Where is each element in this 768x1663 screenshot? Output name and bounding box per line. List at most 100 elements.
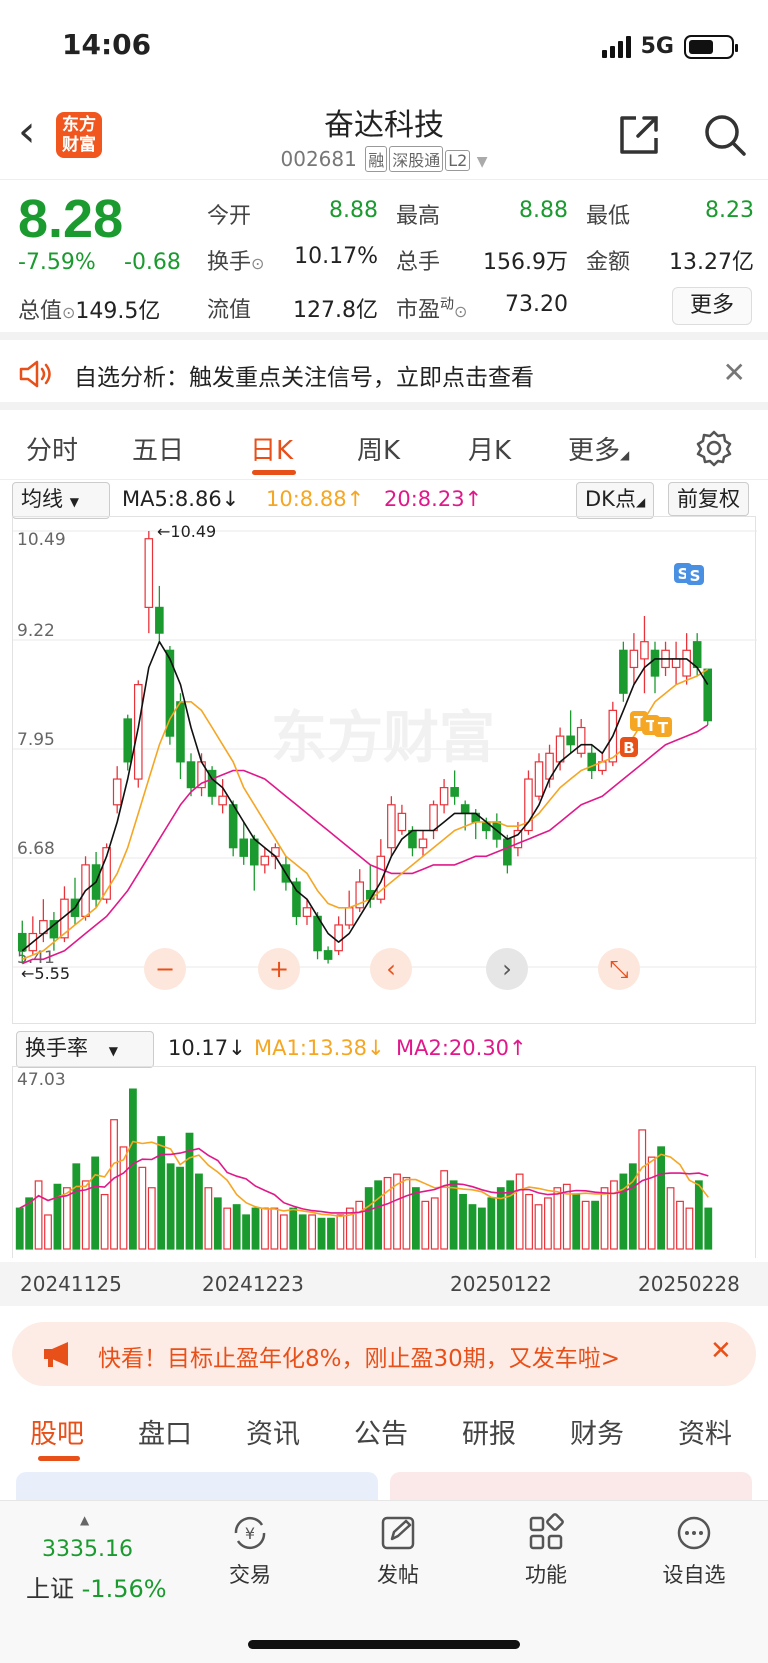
candle-body: [692, 641, 702, 669]
more-button[interactable]: 更多: [672, 287, 752, 325]
candle-body: [376, 855, 386, 900]
edit-icon: [381, 1516, 415, 1550]
turnover-bar: [91, 1156, 100, 1250]
turnover-bar: [487, 1197, 496, 1250]
pe-value: 73.20: [505, 292, 568, 317]
turnover-bar: [242, 1214, 250, 1250]
volume-value: 156.9万: [483, 250, 568, 275]
turnover-bar: [581, 1200, 590, 1250]
turnover-value: 10.17%: [294, 244, 378, 269]
promo-banner[interactable]: 快看！目标止盈年化8%，刚止盈30期，又发车啦> ✕: [12, 1322, 756, 1386]
turnover-bar: [430, 1197, 439, 1250]
stock-code: 002681: [280, 147, 357, 171]
watermark: 东方财富: [271, 706, 495, 771]
zoom-in-button[interactable]: [258, 948, 300, 990]
turnover-bar: [185, 1132, 194, 1250]
turnover-bar: [421, 1200, 430, 1250]
candle-body: [566, 735, 575, 746]
pan-left-button[interactable]: [370, 948, 412, 990]
tab-orderbook[interactable]: 盘口: [138, 1419, 192, 1450]
tab-more[interactable]: 更多◢: [568, 436, 630, 466]
low-value: 8.23: [705, 198, 754, 223]
turnover-bar: [195, 1173, 203, 1250]
fullscreen-button[interactable]: [598, 948, 640, 990]
total-mv-row[interactable]: 总值⊙149.5亿: [18, 293, 160, 325]
turnover-bar: [506, 1180, 515, 1250]
active-tab-indicator: [38, 1456, 80, 1461]
ma-legend-bar: 均线 ▼ MA5:8.86↓ 10:8.88↑ 20:8.23↑ DK点◢ 前复…: [0, 480, 768, 519]
candle-body: [17, 932, 27, 952]
candle-body: [524, 778, 533, 832]
zoom-out-button[interactable]: [144, 948, 186, 990]
candle-body: [207, 769, 217, 797]
more-dots-icon: [677, 1516, 711, 1550]
last-price: 8.28: [18, 189, 124, 249]
turnover-bar: [308, 1214, 317, 1250]
tab-day-k[interactable]: 日K: [250, 436, 294, 466]
turnover-bar: [100, 1193, 109, 1250]
turnover-bar: [317, 1217, 326, 1250]
tab-profile[interactable]: 资料: [678, 1419, 732, 1450]
turnover-chart[interactable]: 47.03: [12, 1066, 756, 1258]
share-icon[interactable]: [616, 112, 662, 158]
signal-marker: [686, 565, 704, 585]
search-icon[interactable]: [702, 112, 748, 158]
index-row[interactable]: 上证 -1.56%: [26, 1575, 167, 1603]
total-mv-label: 总值: [18, 299, 63, 324]
candle-body: [165, 649, 175, 737]
add-watchlist-button[interactable]: 设自选: [644, 1513, 744, 1589]
index-value[interactable]: 3335.16: [42, 1537, 133, 1562]
gear-icon[interactable]: [694, 428, 734, 468]
back-icon[interactable]: ‹: [18, 106, 36, 157]
sub-indicator-select[interactable]: 换手率 ▼: [16, 1031, 154, 1068]
y-tick-label: 7.95: [17, 730, 55, 750]
tab-five-day[interactable]: 五日: [132, 436, 185, 466]
tab-intraday[interactable]: 分时: [26, 436, 79, 466]
signal-label: S: [678, 565, 689, 583]
candle-body: [555, 735, 565, 763]
trade-button[interactable]: ¥ 交易: [200, 1513, 300, 1589]
turnover-bar: [62, 1187, 71, 1250]
total-mv-value: 149.5亿: [75, 299, 161, 324]
turnover-bar: [572, 1193, 581, 1250]
turnover-bar: [53, 1183, 62, 1250]
turnover-bar: [298, 1214, 307, 1250]
tab-month-k[interactable]: 月K: [468, 436, 512, 466]
kline-chart[interactable]: 10.49 9.22 7.95 6.68 5.41 东方财富 ←10.49 ←5.55 S S T T…: [12, 516, 757, 1024]
turnover-bar: [610, 1180, 618, 1250]
tab-news[interactable]: 资讯: [246, 1419, 300, 1450]
post-button[interactable]: 发帖: [348, 1513, 448, 1589]
tab-forum[interactable]: 股吧: [30, 1419, 84, 1450]
candle-body: [112, 778, 122, 806]
notice-bar[interactable]: 自选分析：触发重点关注信号，立即点击查看 ✕: [0, 340, 768, 410]
turnover-bar: [15, 1207, 24, 1250]
tag-margin: 融: [365, 146, 388, 172]
adjust-button[interactable]: 前复权: [668, 482, 749, 516]
chevron-down-icon[interactable]: ▼: [476, 154, 488, 170]
tab-financials[interactable]: 财务: [570, 1419, 624, 1450]
content-card-peek: [390, 1472, 752, 1500]
tab-research[interactable]: 研报: [462, 1419, 516, 1450]
dk-point-button[interactable]: DK点◢: [576, 482, 655, 519]
turnover-bar: [449, 1180, 458, 1250]
signal-marker: [654, 717, 672, 737]
turnover-bar: [355, 1200, 364, 1250]
ma10-line: [21, 668, 709, 961]
tab-announcements[interactable]: 公告: [354, 1419, 408, 1450]
turnover-bar: [364, 1187, 373, 1250]
pan-right-icon: ›: [502, 955, 512, 983]
kline-svg: 10.49 9.22 7.95 6.68 5.41 东方财富 ←10.49 ←5.55 S S T T…: [13, 522, 757, 990]
open-value: 8.88: [329, 198, 378, 223]
pan-right-button[interactable]: [486, 948, 528, 990]
pe-label: 市盈动⊙: [396, 296, 468, 323]
close-icon[interactable]: ✕: [722, 356, 746, 389]
close-icon[interactable]: ✕: [710, 1336, 732, 1366]
indicator-select[interactable]: 均线 ▼: [12, 482, 110, 519]
speaker-icon: [19, 360, 51, 388]
turnover-bar: [147, 1187, 156, 1250]
chevron-up-icon[interactable]: ▲: [80, 1513, 90, 1527]
vol-ma2-label: MA2:20.30↑: [396, 1036, 527, 1060]
turnover-bar: [166, 1163, 175, 1250]
functions-button[interactable]: 功能: [496, 1513, 596, 1589]
tab-week-k[interactable]: 周K: [357, 436, 401, 466]
